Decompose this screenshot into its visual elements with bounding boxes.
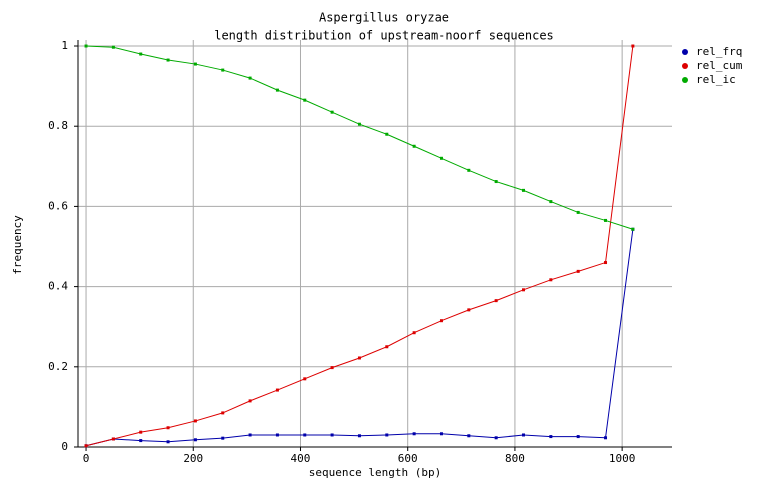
- point: [549, 200, 553, 204]
- point: [248, 76, 252, 80]
- point: [330, 366, 334, 370]
- point: [385, 433, 389, 437]
- point: [357, 434, 361, 438]
- point: [139, 439, 143, 443]
- point: [357, 122, 361, 126]
- point: [275, 388, 279, 392]
- point: [494, 299, 498, 303]
- y-tick-label: 0.8: [48, 119, 68, 132]
- point: [604, 436, 608, 440]
- point: [111, 437, 115, 441]
- x-tick-label: 0: [83, 452, 90, 465]
- point: [193, 438, 197, 442]
- y-tick-label: 0.6: [48, 199, 68, 212]
- y-tick-label: 0.2: [48, 360, 68, 373]
- point: [166, 440, 170, 444]
- point: [330, 110, 334, 114]
- point: [631, 44, 635, 48]
- point: [330, 433, 334, 437]
- y-tick-label: 0.4: [48, 280, 68, 293]
- point: [522, 188, 525, 192]
- legend-label: rel_ic: [696, 73, 736, 86]
- point: [604, 261, 608, 265]
- y-tick-label: 1: [61, 39, 68, 52]
- point: [193, 62, 197, 66]
- point: [275, 88, 279, 92]
- point: [604, 218, 608, 222]
- legend-marker: [682, 49, 688, 55]
- point: [303, 377, 307, 381]
- point: [439, 432, 443, 436]
- point: [522, 288, 525, 292]
- point: [631, 227, 635, 231]
- point: [357, 356, 361, 360]
- y-tick-label: 0: [61, 440, 68, 453]
- point: [221, 411, 225, 415]
- point: [303, 433, 307, 437]
- point: [439, 319, 443, 323]
- legend-label: rel_cum: [696, 59, 743, 72]
- point: [166, 426, 170, 430]
- point: [412, 144, 416, 148]
- legend-marker: [682, 77, 688, 83]
- point: [549, 435, 553, 439]
- point: [84, 444, 88, 448]
- chart-subtitle: length distribution of upstream-noorf se…: [214, 29, 554, 43]
- point: [576, 269, 580, 273]
- point: [412, 432, 416, 436]
- y-axis-label: frequency: [11, 215, 24, 275]
- point: [275, 433, 279, 437]
- x-axis-label: sequence length (bp): [309, 466, 441, 479]
- point: [111, 45, 115, 49]
- point: [576, 435, 580, 439]
- point: [248, 433, 252, 437]
- point: [439, 156, 443, 160]
- x-tick-label: 1000: [609, 452, 636, 465]
- series-line: [85, 45, 634, 447]
- point: [385, 132, 389, 136]
- x-tick-label: 800: [505, 452, 525, 465]
- point: [467, 434, 471, 438]
- point: [549, 278, 553, 282]
- point: [494, 180, 498, 184]
- x-tick-label: 400: [291, 452, 311, 465]
- point: [139, 430, 143, 434]
- point: [467, 308, 471, 312]
- x-tick-label: 200: [183, 452, 203, 465]
- point: [303, 98, 307, 102]
- point: [385, 345, 389, 349]
- point: [221, 436, 225, 440]
- point: [522, 433, 525, 437]
- legend-marker: [682, 63, 688, 69]
- point: [193, 419, 197, 423]
- point: [221, 68, 225, 72]
- point: [248, 399, 252, 403]
- point: [576, 210, 580, 214]
- x-tick-label: 600: [398, 452, 418, 465]
- point: [494, 436, 498, 440]
- point: [467, 168, 471, 172]
- point: [139, 52, 143, 56]
- point: [412, 331, 416, 335]
- point: [166, 58, 170, 62]
- series-line: [85, 229, 634, 447]
- legend-label: rel_frq: [696, 45, 742, 58]
- chart-title: Aspergillus oryzae: [319, 11, 449, 25]
- point: [84, 44, 88, 48]
